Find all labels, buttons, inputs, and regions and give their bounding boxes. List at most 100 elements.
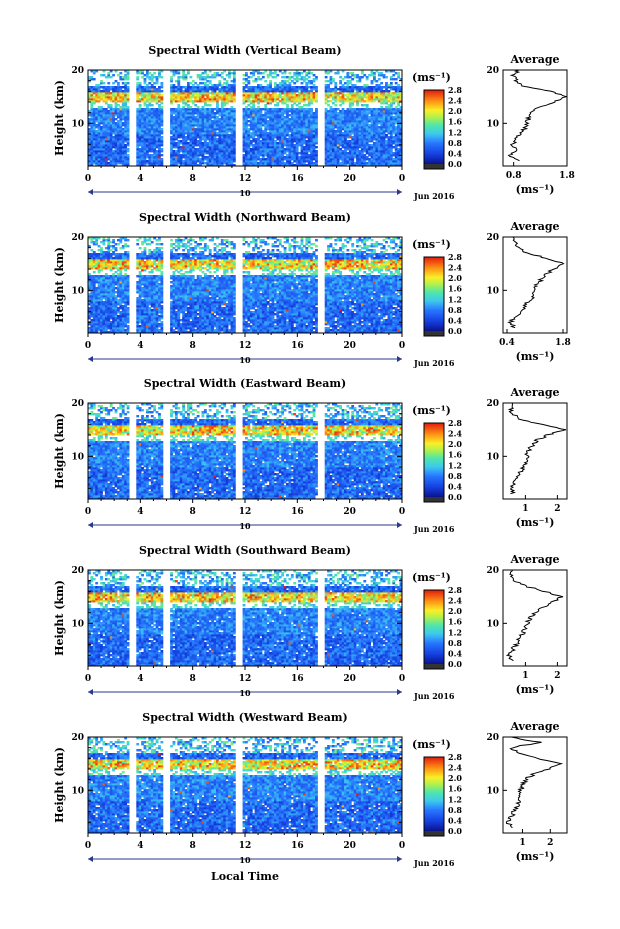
heatmap-cell <box>100 86 103 88</box>
heatmap-cell <box>194 86 197 88</box>
heatmap-cell <box>170 84 173 86</box>
heatmap-cell <box>175 80 178 82</box>
heatmap-cell <box>180 108 183 110</box>
heatmap-cell <box>146 84 149 86</box>
heatmap-cell <box>156 88 159 90</box>
heatmap-cell <box>141 76 144 78</box>
heatmap-cell <box>141 108 144 110</box>
heatmap-cell <box>192 80 195 82</box>
heatmap-cell <box>102 108 105 110</box>
heatmap-cell <box>122 76 125 78</box>
heatmap-cell <box>115 118 118 120</box>
heatmap-cell <box>173 84 176 86</box>
heatmap-cell <box>107 104 110 106</box>
heatmap-cell <box>124 74 127 76</box>
heatmap-cell <box>192 100 195 102</box>
heatmap-cell <box>136 82 139 84</box>
xlabel: Local Time <box>211 870 279 883</box>
heatmap-cell <box>158 86 161 88</box>
heatmap-cell <box>127 86 130 88</box>
heatmap-cell <box>189 106 192 108</box>
heatmap-cell <box>194 108 197 110</box>
heatmap-cell <box>194 148 197 150</box>
heatmap-cell <box>117 74 120 76</box>
heatmap-cell <box>194 116 197 118</box>
heatmap-cell <box>151 104 154 106</box>
heatmap-cell <box>199 158 202 160</box>
heatmap-cell <box>139 82 142 84</box>
heatmap-cell <box>144 108 147 110</box>
heatmap-cell <box>117 108 120 110</box>
heatmap-cell <box>146 104 149 106</box>
heatmap-cell <box>144 78 147 80</box>
heatmap-cell <box>112 82 115 84</box>
heatmap-cell <box>95 108 98 110</box>
heatmap-cell <box>204 156 207 158</box>
heatmap-cell <box>173 108 176 110</box>
heatmap-cell <box>199 86 202 88</box>
heatmap-cell <box>141 86 144 88</box>
heatmap-cell <box>187 142 190 144</box>
heatmap-cell <box>180 146 183 148</box>
heatmap-cell <box>177 104 180 106</box>
heatmap-cell <box>160 154 163 156</box>
heatmap-cell <box>197 84 200 86</box>
heatmap-cell <box>90 76 93 78</box>
heatmap-cell <box>93 96 96 98</box>
heatmap-cell <box>119 106 122 108</box>
heatmap-cell <box>182 160 185 162</box>
heatmap-cell <box>158 104 161 106</box>
heatmap-cell <box>148 86 151 88</box>
heatmap-cell <box>117 82 120 84</box>
heatmap-cell <box>95 84 98 86</box>
heatmap-cell <box>136 108 139 110</box>
heatmap-cell <box>93 108 96 110</box>
heatmap-cell <box>170 136 173 138</box>
heatmap-cell <box>177 76 180 78</box>
heatmap-cell <box>194 104 197 106</box>
heatmap-cell <box>112 136 115 138</box>
heatmap-cell <box>115 80 118 82</box>
heatmap-cell <box>151 154 154 156</box>
heatmap-cell <box>144 74 147 76</box>
heatmap-cell <box>175 94 178 96</box>
heatmap-cell <box>197 74 200 76</box>
heatmap-cell <box>127 106 130 108</box>
heatmap-cell <box>160 158 163 160</box>
heatmap-cell <box>189 76 192 78</box>
heatmap-cell <box>199 74 202 76</box>
heatmap-cell <box>204 162 207 164</box>
heatmap-cell <box>136 76 139 78</box>
heatmap-cell <box>110 86 113 88</box>
heatmap-cell <box>127 148 130 150</box>
heatmap-cell <box>144 86 147 88</box>
heatmap-cell <box>122 86 125 88</box>
heatmap-cell <box>153 108 156 110</box>
heatmap-cell <box>153 72 156 74</box>
heatmap-cell <box>202 142 205 144</box>
heatmap-cell <box>175 142 178 144</box>
heatmap-cell <box>148 82 151 84</box>
heatmap-cell <box>124 82 127 84</box>
heatmap-cell <box>122 82 125 84</box>
heatmap-cell <box>122 90 125 92</box>
heatmap-cell <box>170 76 173 78</box>
heatmap-cell <box>197 106 200 108</box>
heatmap-cell <box>182 106 185 108</box>
heatmap-cell <box>90 86 93 88</box>
heatmap-cell <box>173 116 176 118</box>
heatmap-cell <box>127 154 130 156</box>
heatmap-cell <box>102 74 105 76</box>
heatmap-cell <box>204 108 207 110</box>
heatmap-cell <box>192 108 195 110</box>
heatmap-cell <box>160 82 163 84</box>
heatmap-cell <box>173 150 176 152</box>
heatmap-cell <box>148 154 151 156</box>
heatmap-cell <box>148 72 151 74</box>
heatmap-cell <box>156 150 159 152</box>
heatmap-cell <box>160 106 163 108</box>
heatmap-cell <box>110 76 113 78</box>
heatmap-cell <box>119 72 122 74</box>
heatmap-cell <box>115 86 118 88</box>
spectral-width-figure: Local Time Spectral Width (Vertical Beam… <box>0 0 620 929</box>
